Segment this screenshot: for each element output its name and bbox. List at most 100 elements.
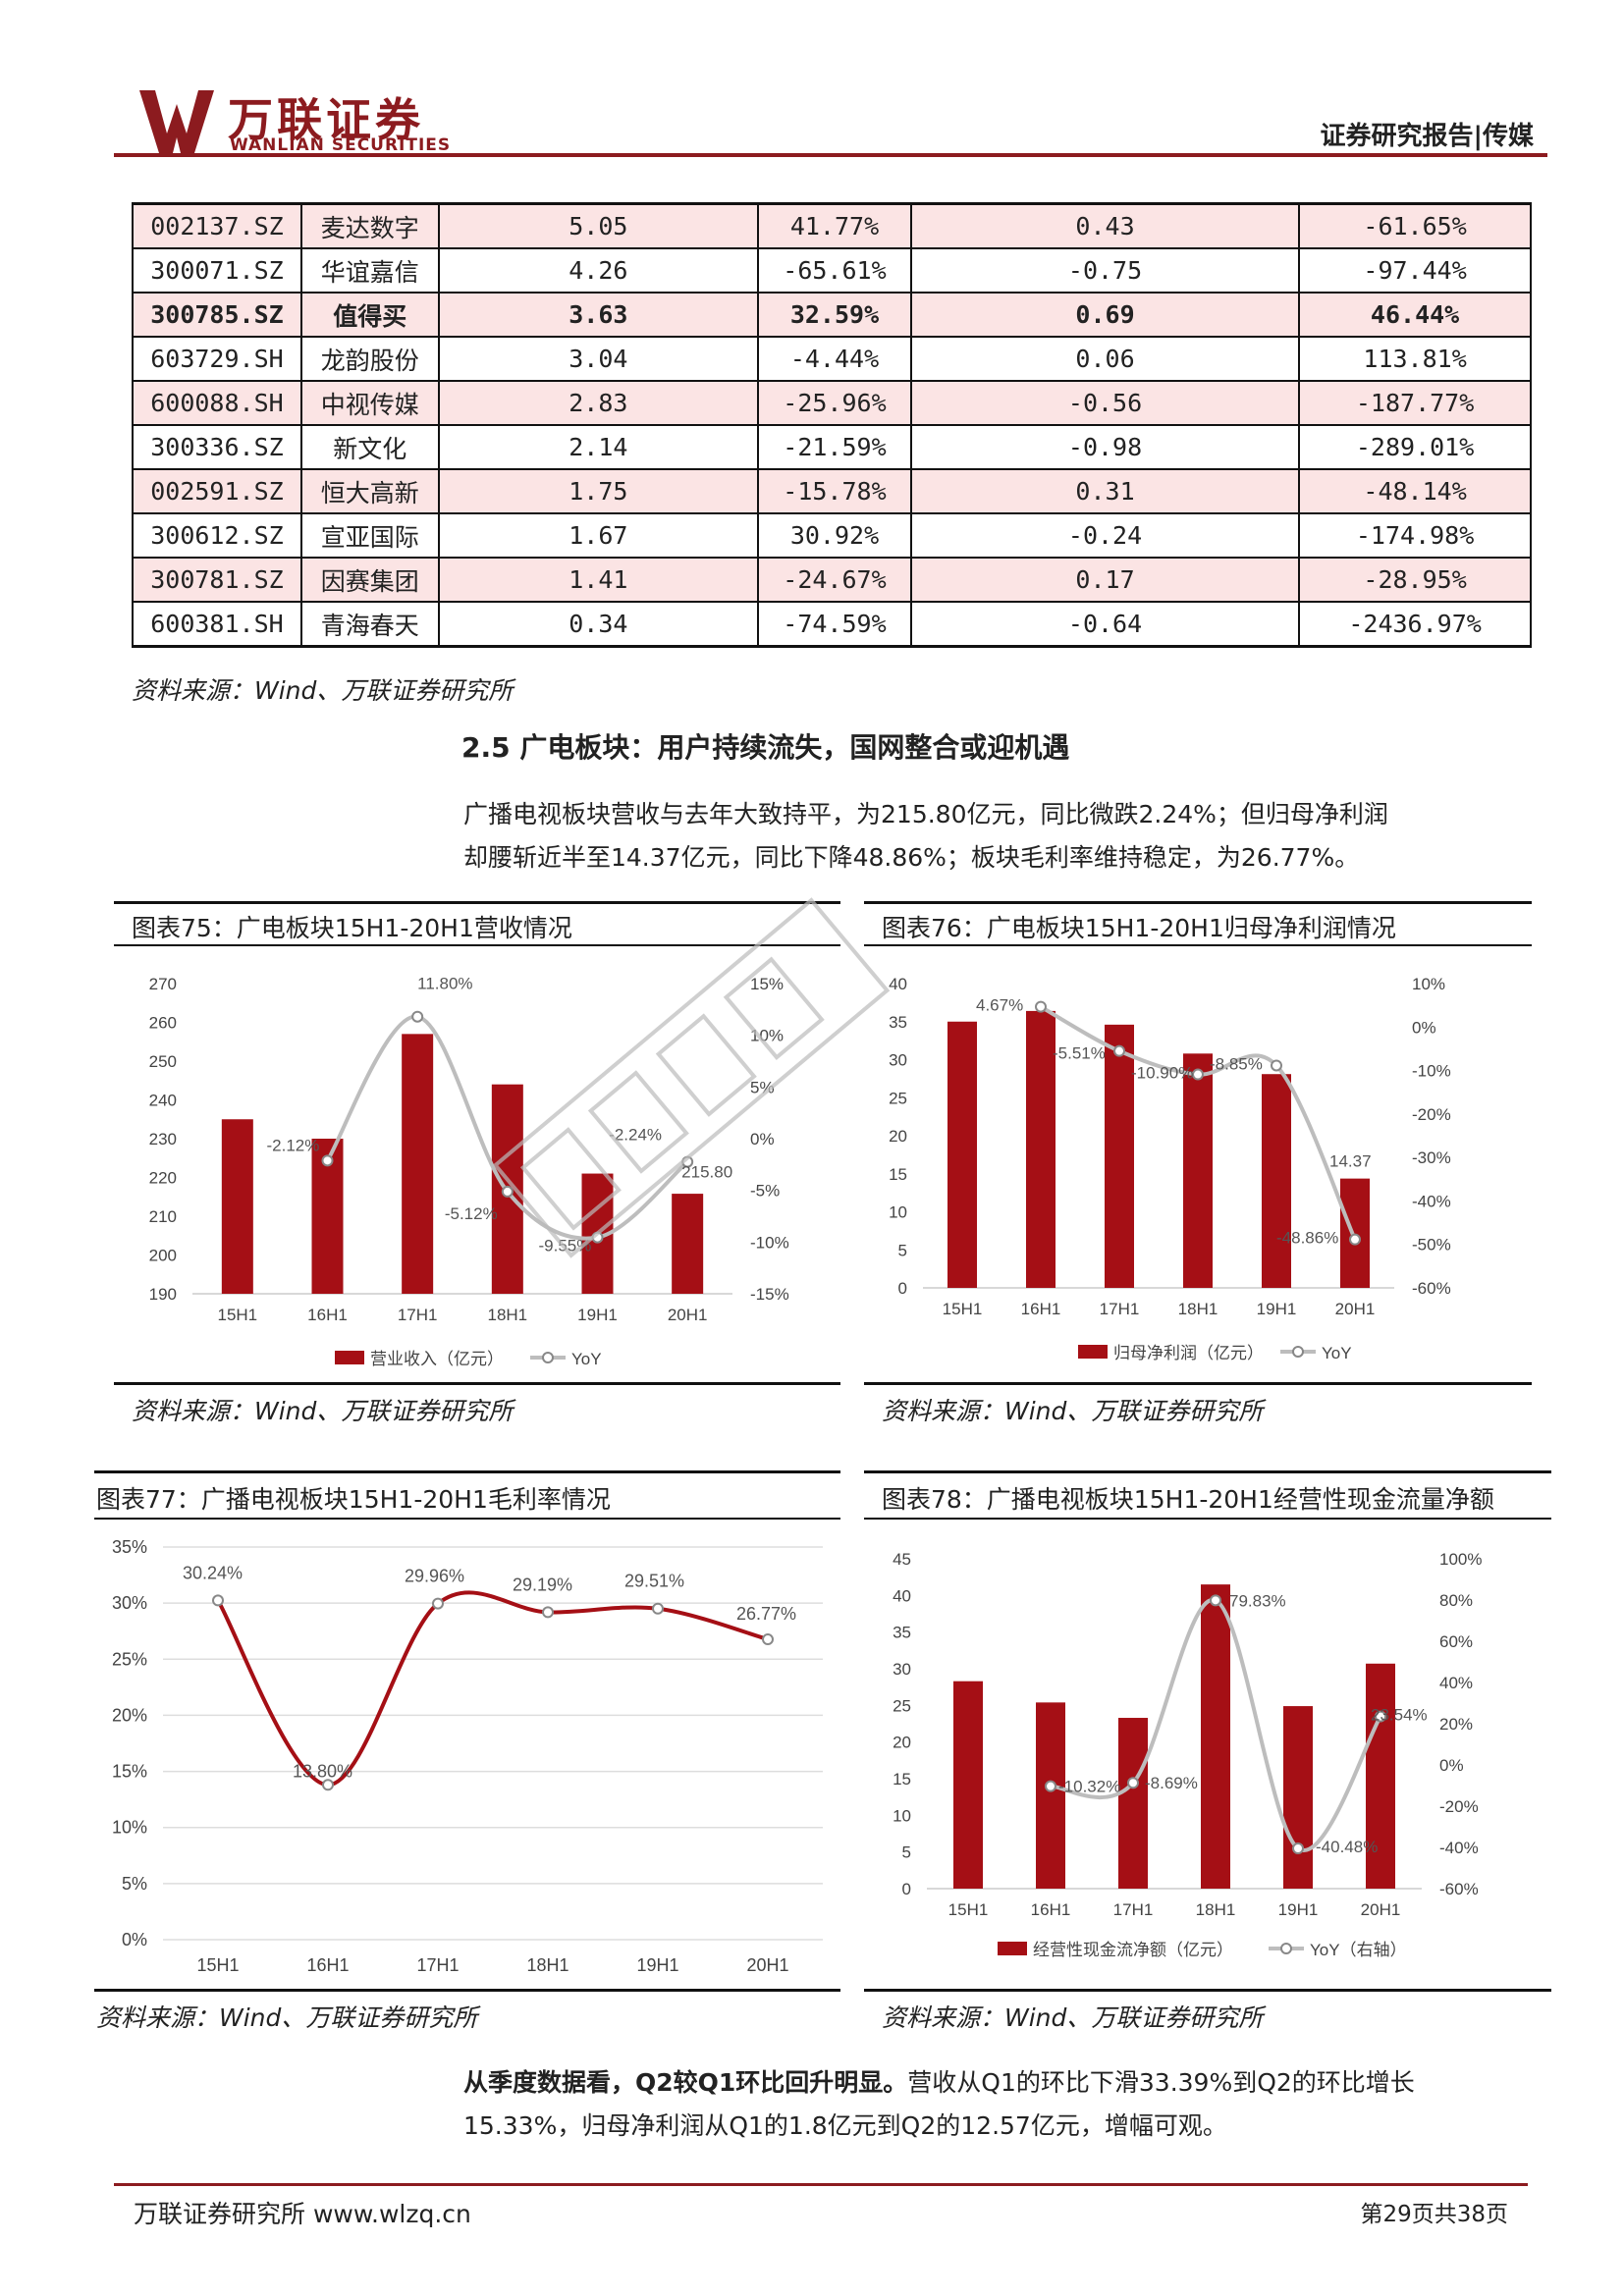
x-tick-label: 15H1 <box>948 1900 989 1919</box>
paragraph-2-rest: 营收从Q1的环比下滑33.39%到Q2的环比增长 <box>907 2068 1415 2097</box>
legend-marker <box>1292 1346 1304 1358</box>
y-tick-label: 25 <box>889 1089 907 1107</box>
table-row: 002591.SZ 恒大高新 1.75 -15.78% 0.31 -48.14% <box>132 468 1532 514</box>
logo-text-cn: 万联证券 <box>228 93 424 146</box>
bar <box>1105 1024 1134 1288</box>
data-label: 79.83% <box>1229 1591 1286 1610</box>
fig78-bottom-rule <box>864 1989 1551 1992</box>
bar <box>402 1034 434 1294</box>
y-tick-label: 25 <box>893 1696 911 1715</box>
table-cell-v1: 3.63 <box>437 292 760 338</box>
bar <box>672 1194 704 1294</box>
legend-marker <box>1280 1943 1292 1954</box>
y-tick-label: 210 <box>149 1207 177 1226</box>
table-cell-name: 新文化 <box>299 424 440 470</box>
table-cell-v2: -4.44% <box>757 336 912 382</box>
page-number: 第29页共38页 <box>1360 2202 1508 2227</box>
table-cell-v3: 0.31 <box>909 468 1301 514</box>
x-tick-label: 20H1 <box>668 1306 708 1324</box>
x-tick-label: 16H1 <box>1021 1300 1061 1318</box>
table-cell-code: 300781.SZ <box>132 557 302 603</box>
y2-tick-label: -40% <box>1439 1839 1479 1857</box>
fig75-top-rule <box>114 901 840 904</box>
y-tick-label: 220 <box>149 1169 177 1188</box>
yoy-point <box>1113 1044 1125 1057</box>
fig76-top-rule <box>864 901 1532 904</box>
y2-tick-label: 0% <box>1412 1018 1436 1037</box>
legend-swatch-bar <box>335 1351 364 1364</box>
table-cell-v3: 0.43 <box>909 202 1301 249</box>
table-cell-v2: -24.67% <box>757 557 912 603</box>
table-cell-v2: -65.61% <box>757 247 912 294</box>
fig77-title-rule <box>94 1518 840 1520</box>
table-cell-name: 恒大高新 <box>299 468 440 514</box>
y-tick-label: 5 <box>902 1843 911 1862</box>
fig76-source: 资料来源：Wind、万联证券研究所 <box>882 1397 1264 1425</box>
y-tick-label: 35 <box>893 1624 911 1642</box>
table-cell-v4: 113.81% <box>1298 336 1532 382</box>
yoy-point <box>1349 1233 1361 1246</box>
table-cell-code: 600088.SH <box>132 380 302 426</box>
legend-label: 营业收入（亿元） <box>370 1350 504 1368</box>
company-logo-mark <box>139 90 214 153</box>
y2-tick-label: -5% <box>750 1182 780 1201</box>
bar <box>1283 1706 1313 1889</box>
y-tick-label: 30 <box>893 1660 911 1679</box>
y2-tick-label: 80% <box>1439 1591 1473 1610</box>
table-cell-v1: 2.83 <box>437 380 760 426</box>
table-cell-v1: 1.75 <box>437 468 760 514</box>
fig76-bottom-rule <box>864 1382 1532 1385</box>
yoy-point <box>321 1154 334 1167</box>
table-row: 300781.SZ 因赛集团 1.41 -24.67% 0.17 -28.95% <box>132 557 1532 603</box>
report-type: 证券研究报告|传媒 <box>1320 122 1535 151</box>
paragraph-2-lead: 从季度数据看，Q2较Q1环比回升明显。 <box>463 2068 908 2097</box>
y-tick-label: 20 <box>889 1127 907 1146</box>
paragraph-1-line-2: 却腰斩近半至14.37亿元，同比下降48.86%；板块毛利率维持稳定，为26.7… <box>463 843 1360 872</box>
margin-point <box>762 1633 774 1646</box>
y-tick-label: 0% <box>122 1930 147 1949</box>
legend-marker <box>542 1352 554 1363</box>
y-tick-label: 0 <box>902 1880 911 1898</box>
y2-tick-label: 40% <box>1439 1674 1473 1692</box>
bar <box>1366 1663 1395 1889</box>
table-cell-name: 龙韵股份 <box>299 336 440 382</box>
yoy-point <box>1210 1594 1221 1607</box>
x-tick-label: 17H1 <box>398 1306 438 1324</box>
bar <box>1340 1178 1370 1288</box>
y-tick-label: 25% <box>112 1649 147 1669</box>
table-row: 603729.SH 龙韵股份 3.04 -4.44% 0.06 113.81% <box>132 336 1532 382</box>
fig78-top-rule <box>864 1470 1551 1473</box>
x-tick-label: 19H1 <box>1278 1900 1319 1919</box>
yoy-point <box>411 1010 424 1023</box>
y-tick-label: 40 <box>893 1586 911 1605</box>
table-cell-v2: -21.59% <box>757 424 912 470</box>
paragraph-2-line-2: 15.33%，归母净利润从Q1的1.8亿元到Q2的12.57亿元，增幅可观。 <box>463 2111 1227 2140</box>
x-tick-label: 18H1 <box>1178 1300 1218 1318</box>
y2-tick-label: -10% <box>750 1233 789 1252</box>
fig76-chart: 40 35 30 25 20 15 10 5 0 10% 0% -10% -20% -30% -40% -50… <box>889 975 1451 1362</box>
y2-tick-label: 100% <box>1439 1550 1482 1569</box>
fig75-source: 资料来源：Wind、万联证券研究所 <box>132 1397 514 1425</box>
table-cell-v4: -48.14% <box>1298 468 1532 514</box>
x-tick-label: 16H1 <box>307 1306 348 1324</box>
bar <box>953 1681 983 1889</box>
x-tick-label: 16H1 <box>1031 1900 1071 1919</box>
x-tick-label: 15H1 <box>196 1955 239 1975</box>
yoy-point <box>1271 1059 1282 1072</box>
fig75-title: 图表75：广电板块15H1-20H1营收情况 <box>132 914 572 942</box>
legend-label: 归母净利润（亿元） <box>1113 1344 1264 1362</box>
table-cell-v3: -0.24 <box>909 512 1301 559</box>
footer-left: 万联证券研究所 www.wlzq.cn <box>134 2200 471 2228</box>
y-tick-label: 0 <box>898 1279 907 1298</box>
data-label: -5.12% <box>445 1204 498 1223</box>
table-cell-v1: 3.04 <box>437 336 760 382</box>
table-cell-v4: -97.44% <box>1298 247 1532 294</box>
fig77-source: 资料来源：Wind、万联证券研究所 <box>96 2003 478 2032</box>
data-label: 23.54% <box>1371 1706 1428 1725</box>
table-cell-code: 002591.SZ <box>132 468 302 514</box>
margin-point <box>542 1606 554 1619</box>
yoy-point <box>1045 1780 1056 1792</box>
table-cell-v4: -289.01% <box>1298 424 1532 470</box>
fig78-title-rule <box>864 1518 1551 1520</box>
table-cell-v3: -0.75 <box>909 247 1301 294</box>
